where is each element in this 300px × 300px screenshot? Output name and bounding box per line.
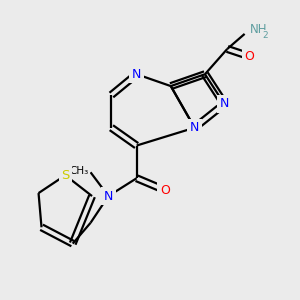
Text: O: O (160, 184, 170, 196)
Text: O: O (244, 50, 254, 63)
Text: 2: 2 (262, 31, 268, 40)
Text: NH: NH (250, 23, 267, 36)
Text: N: N (190, 121, 199, 134)
Text: S: S (61, 169, 70, 182)
Text: CH₃: CH₃ (70, 166, 89, 176)
Text: N: N (104, 190, 113, 202)
Text: N: N (220, 98, 229, 110)
Text: N: N (132, 68, 141, 81)
